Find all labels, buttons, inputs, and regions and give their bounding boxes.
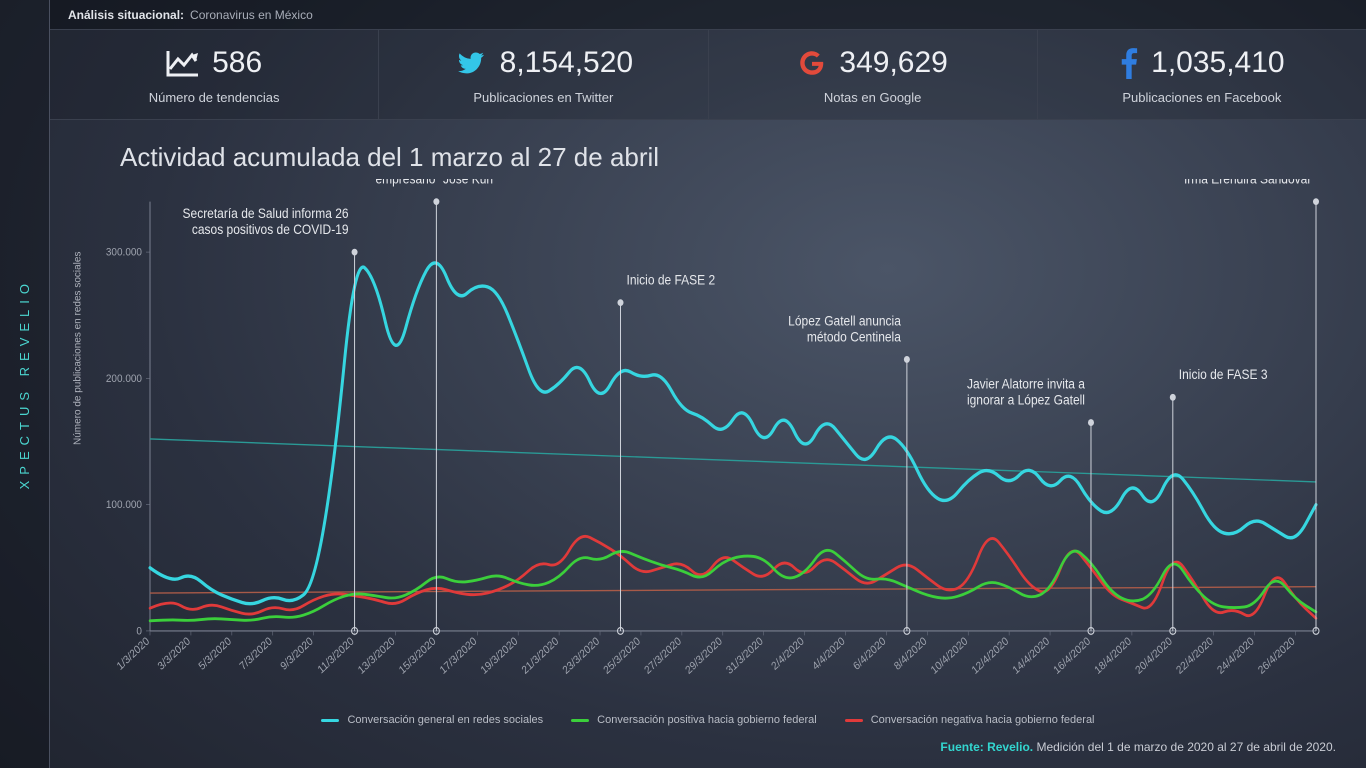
svg-text:17/3/2020: 17/3/2020: [438, 635, 479, 677]
activity-line-chart: 0 100.000 200.000 300.000 1/3/20203/3/20205/…: [80, 179, 1336, 710]
topbar-label: Análisis situacional:: [68, 8, 184, 22]
legend-swatch: [845, 719, 863, 722]
svg-text:24/4/2020: 24/4/2020: [1215, 635, 1256, 677]
svg-text:Inicio de FASE 2: Inicio de FASE 2: [626, 272, 715, 288]
stats-row: 586 Número de tendencias 8,154,520 Publicac…: [50, 30, 1366, 120]
svg-text:21/3/2020: 21/3/2020: [520, 635, 561, 677]
svg-text:6/4/2020: 6/4/2020: [851, 635, 888, 673]
legend-swatch: [321, 719, 339, 722]
svg-text:López Gatell anuncia: López Gatell anuncia: [788, 313, 902, 329]
svg-text:25/3/2020: 25/3/2020: [601, 635, 642, 677]
svg-text:Inicio de FASE 3: Inicio de FASE 3: [1179, 367, 1268, 383]
stat-value: 586: [212, 46, 262, 80]
legend-label: Conversación positiva hacia gobierno fed…: [597, 714, 817, 726]
stat-value: 8,154,520: [500, 46, 633, 80]
svg-text:1/3/2020: 1/3/2020: [115, 635, 152, 673]
svg-text:29/3/2020: 29/3/2020: [683, 635, 724, 677]
svg-text:22/4/2020: 22/4/2020: [1174, 635, 1215, 677]
svg-text:16/4/2020: 16/4/2020: [1052, 635, 1093, 677]
brand-sidebar: XPECTUS REVELIO: [0, 0, 50, 768]
topbar-value: Coronavirus en México: [190, 8, 313, 22]
topbar: Análisis situacional: Coronavirus en Méx…: [50, 0, 1366, 30]
twitter-icon: [454, 49, 488, 77]
svg-text:23/3/2020: 23/3/2020: [561, 635, 602, 677]
svg-text:3/3/2020: 3/3/2020: [156, 635, 193, 673]
stat-value: 349,629: [839, 46, 947, 80]
legend-swatch: [571, 719, 589, 722]
svg-text:100.000: 100.000: [106, 499, 142, 512]
chart-legend: Conversación general en redes sociales Co…: [50, 710, 1366, 732]
svg-text:18/4/2020: 18/4/2020: [1092, 635, 1133, 677]
svg-text:13/3/2020: 13/3/2020: [356, 635, 397, 677]
stat-sub: Número de tendencias: [60, 90, 368, 105]
svg-text:10/4/2020: 10/4/2020: [929, 635, 970, 677]
facebook-icon: [1119, 47, 1139, 79]
svg-text:Secretaría de Salud informa 2: Secretaría de Salud informa 26: [183, 206, 349, 222]
y-axis-label: Número de publicaciones en redes sociale…: [73, 251, 84, 444]
svg-text:300.000: 300.000: [106, 246, 142, 259]
svg-text:Irma Eréndira Sandoval: Irma Eréndira Sandoval: [1184, 179, 1310, 187]
svg-text:19/3/2020: 19/3/2020: [479, 635, 520, 677]
stat-sub: Publicaciones en Twitter: [389, 90, 697, 105]
stat-card-1: 8,154,520 Publicaciones en Twitter: [379, 30, 708, 119]
svg-text:empresario "José Kuri": empresario "José Kuri": [375, 179, 497, 187]
stat-sub: Notas en Google: [719, 90, 1027, 105]
svg-text:5/3/2020: 5/3/2020: [197, 635, 234, 673]
footer-source-label: Fuente: Revelio.: [940, 740, 1033, 754]
brand-text: XPECTUS REVELIO: [17, 278, 32, 489]
svg-text:27/3/2020: 27/3/2020: [642, 635, 683, 677]
svg-text:12/4/2020: 12/4/2020: [970, 635, 1011, 677]
legend-item: Conversación general en redes sociales: [321, 714, 543, 726]
svg-text:método Centinela: método Centinela: [807, 329, 902, 345]
stat-sub: Publicaciones en Facebook: [1048, 90, 1356, 105]
svg-text:0: 0: [136, 625, 142, 638]
svg-text:20/4/2020: 20/4/2020: [1133, 635, 1174, 677]
footer-source-text: Medición del 1 de marzo de 2020 al 27 de…: [1036, 740, 1336, 754]
footer-source: Fuente: Revelio. Medición del 1 de marzo…: [50, 732, 1366, 768]
svg-text:9/3/2020: 9/3/2020: [278, 635, 315, 673]
svg-text:26/4/2020: 26/4/2020: [1256, 635, 1297, 677]
chart-line-icon: [166, 49, 200, 77]
legend-item: Conversación positiva hacia gobierno fed…: [571, 714, 817, 726]
svg-text:15/3/2020: 15/3/2020: [397, 635, 438, 677]
chart-container: Número de publicaciones en redes sociale…: [50, 179, 1366, 710]
svg-text:4/4/2020: 4/4/2020: [810, 635, 847, 673]
svg-text:31/3/2020: 31/3/2020: [724, 635, 765, 677]
svg-text:11/3/2020: 11/3/2020: [316, 635, 357, 677]
legend-label: Conversación general en redes sociales: [347, 714, 543, 726]
stat-card-2: 349,629 Notas en Google: [709, 30, 1038, 119]
svg-text:14/4/2020: 14/4/2020: [1011, 635, 1052, 677]
svg-text:ignorar a López Gatell: ignorar a López Gatell: [967, 392, 1085, 408]
svg-text:Javier Alatorre invita a: Javier Alatorre invita a: [967, 376, 1086, 392]
stat-value: 1,035,410: [1151, 46, 1284, 80]
svg-text:8/4/2020: 8/4/2020: [892, 635, 929, 673]
svg-text:2/4/2020: 2/4/2020: [769, 635, 806, 673]
google-g-icon: [797, 48, 827, 78]
main-panel: Análisis situacional: Coronavirus en Méx…: [50, 0, 1366, 768]
stat-card-0: 586 Número de tendencias: [50, 30, 379, 119]
svg-text:casos positivos de COVID-19: casos positivos de COVID-19: [192, 221, 349, 237]
stat-card-3: 1,035,410 Publicaciones en Facebook: [1038, 30, 1366, 119]
svg-text:200.000: 200.000: [106, 372, 142, 385]
chart-title: Actividad acumulada del 1 marzo al 27 de…: [50, 120, 1366, 179]
legend-label: Conversación negativa hacia gobierno fed…: [871, 714, 1095, 726]
legend-item: Conversación negativa hacia gobierno fed…: [845, 714, 1095, 726]
svg-text:7/3/2020: 7/3/2020: [238, 635, 275, 673]
